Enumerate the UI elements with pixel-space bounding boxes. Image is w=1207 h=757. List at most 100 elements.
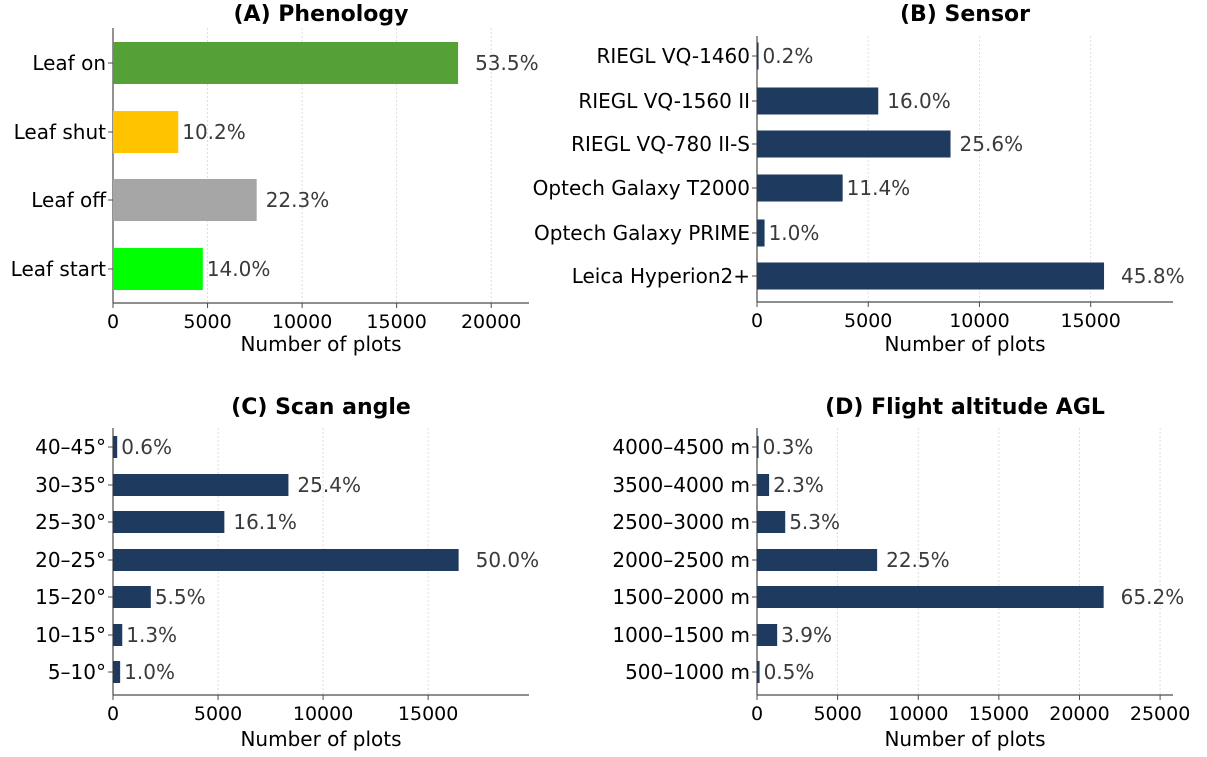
- x-tick-label: 5000: [844, 310, 892, 332]
- bar: [757, 174, 843, 202]
- data-label: 16.1%: [233, 510, 297, 534]
- data-label: 25.4%: [297, 473, 361, 497]
- category-label: 25–30°: [35, 510, 106, 534]
- data-label: 22.3%: [266, 188, 330, 212]
- data-label: 65.2%: [1121, 585, 1185, 609]
- data-label: 50.0%: [476, 548, 540, 572]
- bar: [757, 219, 765, 247]
- data-label: 5.3%: [789, 510, 840, 534]
- data-label: 1.0%: [124, 660, 175, 684]
- bar: [113, 111, 179, 153]
- bar: [757, 87, 879, 115]
- data-label: 22.5%: [886, 548, 950, 572]
- bar: [113, 586, 151, 608]
- category-label: Optech Galaxy PRIME: [534, 221, 750, 245]
- bar: [113, 661, 121, 683]
- category-label: 20–25°: [35, 548, 106, 572]
- category-label: 2500–3000 m: [612, 510, 750, 534]
- x-tick-label: 15000: [1060, 310, 1120, 332]
- category-label: 1500–2000 m: [612, 585, 750, 609]
- bar: [757, 661, 760, 683]
- x-axis-label: Number of plots: [240, 727, 401, 751]
- x-tick-label: 10000: [293, 703, 353, 725]
- bar: [113, 511, 225, 533]
- category-label: 40–45°: [35, 435, 106, 459]
- x-tick-label: 5000: [183, 311, 231, 333]
- category-label: 4000–4500 m: [612, 435, 750, 459]
- category-label: 500–1000 m: [625, 660, 750, 684]
- data-label: 1.3%: [126, 623, 177, 647]
- data-label: 45.8%: [1121, 264, 1185, 288]
- bar: [113, 179, 257, 221]
- data-label: 0.3%: [763, 435, 814, 459]
- bar: [757, 474, 770, 496]
- category-label: 30–35°: [35, 473, 106, 497]
- x-tick-label: 5000: [194, 703, 242, 725]
- category-label: RIEGL VQ-1460: [596, 44, 750, 68]
- category-label: Leaf shut: [14, 120, 107, 144]
- category-label: RIEGL VQ-1560 II: [578, 89, 750, 113]
- category-label: 3500–4000 m: [612, 473, 750, 497]
- bar: [757, 42, 759, 70]
- panel-title: (D) Flight altitude AGL: [825, 395, 1105, 420]
- panel-d: 0 5000 10000 15000 20000 25000 4000–4500 m 0.3%…: [612, 395, 1190, 751]
- data-label: 53.5%: [475, 51, 539, 75]
- x-tick-label: 10000: [888, 703, 948, 725]
- category-label: 10–15°: [35, 623, 106, 647]
- category-label: Optech Galaxy T2000: [533, 176, 750, 200]
- x-tick-label: 0: [751, 703, 763, 725]
- data-label: 25.6%: [960, 132, 1024, 156]
- data-label: 14.0%: [207, 257, 271, 281]
- data-label: 1.0%: [769, 221, 820, 245]
- bar: [757, 130, 951, 158]
- bar: [757, 511, 786, 533]
- category-label: Leaf off: [31, 188, 107, 212]
- category-label: Leica Hyperion2+: [572, 264, 750, 288]
- panel-title: (B) Sensor: [900, 2, 1030, 27]
- data-label: 0.5%: [764, 660, 815, 684]
- x-tick-label: 15000: [969, 703, 1029, 725]
- panel-a: 0 5000 10000 15000 20000 Leaf on 53.5% Leaf shu…: [11, 2, 539, 356]
- data-label: 3.9%: [781, 623, 832, 647]
- data-label: 0.2%: [763, 44, 814, 68]
- panel-title: (C) Scan angle: [231, 395, 411, 420]
- x-tick-label: 20000: [461, 311, 521, 333]
- x-tick-label: 25000: [1130, 703, 1190, 725]
- panel-b: 0 5000 10000 15000 RIEGL VQ-1460 0.2% RIEGL VQ…: [533, 2, 1185, 356]
- x-tick-label: 10000: [272, 311, 332, 333]
- bar: [113, 248, 203, 290]
- category-label: 5–10°: [48, 660, 106, 684]
- category-label: 1000–1500 m: [612, 623, 750, 647]
- x-tick-label: 0: [107, 703, 119, 725]
- category-label: Leaf start: [11, 257, 106, 281]
- bar: [113, 624, 123, 646]
- x-axis-label: Number of plots: [884, 727, 1045, 751]
- x-tick-label: 0: [751, 310, 763, 332]
- category-label: 15–20°: [35, 585, 106, 609]
- x-tick-label: 15000: [398, 703, 458, 725]
- data-label: 0.6%: [121, 435, 172, 459]
- x-tick-label: 15000: [366, 311, 426, 333]
- bar: [113, 436, 118, 458]
- data-label: 2.3%: [773, 473, 824, 497]
- x-tick-label: 20000: [1049, 703, 1109, 725]
- data-label: 10.2%: [182, 120, 246, 144]
- category-label: RIEGL VQ-780 II-S: [571, 132, 750, 156]
- bar: [757, 624, 778, 646]
- panel-title: (A) Phenology: [233, 2, 408, 27]
- bar: [757, 549, 878, 571]
- bar: [113, 42, 459, 84]
- x-tick-label: 5000: [813, 703, 861, 725]
- bar: [113, 549, 459, 571]
- bar: [757, 436, 759, 458]
- x-tick-label: 10000: [949, 310, 1009, 332]
- x-tick-label: 0: [107, 311, 119, 333]
- panel-c: 0 5000 10000 15000 40–45° 0.6% 30–35° 25.4% 25–3…: [35, 395, 539, 751]
- category-label: 2000–2500 m: [612, 548, 750, 572]
- x-axis-label: Number of plots: [240, 332, 401, 356]
- category-label: Leaf on: [32, 51, 106, 75]
- bar: [113, 474, 289, 496]
- data-label: 16.0%: [887, 89, 951, 113]
- data-label: 5.5%: [155, 585, 206, 609]
